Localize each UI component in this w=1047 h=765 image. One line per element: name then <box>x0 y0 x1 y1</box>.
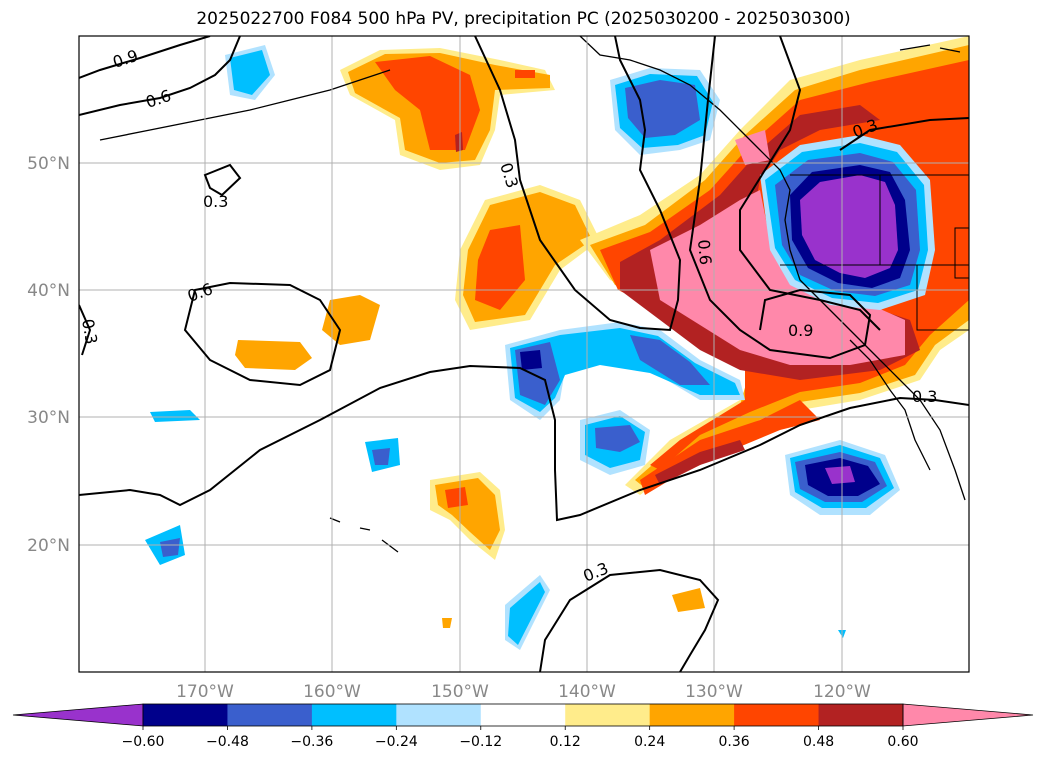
lat-tick-label: 30°N <box>27 408 70 428</box>
colorbar-label: 0.12 <box>550 734 581 750</box>
colorbar-label: 0.60 <box>887 734 918 750</box>
contour-label: 0.6 <box>185 279 215 306</box>
state-borders <box>780 174 969 331</box>
colorbar-segment <box>480 704 566 726</box>
contour-label: 0.9 <box>110 46 140 72</box>
contour-label: 0.3 <box>912 387 937 406</box>
colorbar-segment <box>227 704 313 726</box>
colorbar-segment <box>311 704 397 726</box>
colorbar-segment <box>818 704 904 726</box>
colorbar-segment <box>734 704 820 726</box>
colorbar-extend-high <box>902 703 1034 727</box>
colorbar-segment <box>143 704 228 726</box>
colorbar-label: −0.12 <box>459 734 502 750</box>
lon-tick-label: 140°W <box>558 682 616 702</box>
colorbar-extend-low <box>12 703 144 727</box>
lon-tick-label: 130°W <box>685 682 743 702</box>
colorbar-segment <box>649 704 735 726</box>
lat-tick-label: 20°N <box>27 536 70 556</box>
precip-anomaly-fields <box>145 36 969 650</box>
contour-label: 0.6 <box>143 86 173 112</box>
map-frame <box>78 35 970 673</box>
colorbar-label: −0.36 <box>290 734 333 750</box>
lon-tick-label: 150°W <box>431 682 489 702</box>
contour-label: 0.3 <box>580 559 611 586</box>
lat-tick-label: 40°N <box>27 281 70 301</box>
colorbar-label: 0.48 <box>803 734 834 750</box>
contour-label: 0.6 <box>694 239 715 266</box>
contour-label: 0.3 <box>203 192 228 211</box>
lon-tick-label: 160°W <box>303 682 361 702</box>
lon-tick-label: 170°W <box>176 682 234 702</box>
colorbar-label: 0.36 <box>719 734 750 750</box>
cool-blob-west <box>150 410 200 422</box>
colorbar: −0.60 −0.48 −0.36 −0.24 −0.12 0.12 0.24 0.36 0.4… <box>12 703 1034 750</box>
lat-tick-label: 50°N <box>27 154 70 174</box>
map-title: 2025022700 F084 500 hPa PV, precipitatio… <box>196 9 851 29</box>
colorbar-segment <box>565 704 651 726</box>
contour-label: 0.3 <box>78 317 101 345</box>
colorbar-label: −0.24 <box>375 734 418 750</box>
longitude-tick-labels: 170°W 160°W 150°W 140°W 130°W 120°W <box>176 682 871 702</box>
colorbar-label: −0.48 <box>206 734 249 750</box>
warm-blob-west <box>322 295 380 345</box>
lon-tick-label: 120°W <box>813 682 871 702</box>
coastlines <box>99 36 966 553</box>
latitude-tick-labels: 50°N 40°N 30°N 20°N <box>27 154 70 556</box>
pv-contours <box>79 36 969 672</box>
colorbar-label: −0.60 <box>122 734 165 750</box>
contour-label: 0.9 <box>788 321 813 340</box>
colorbar-frame <box>142 703 904 727</box>
colorbar-segment <box>396 704 482 726</box>
colorbar-label: 0.24 <box>634 734 665 750</box>
gridlines <box>79 36 969 672</box>
